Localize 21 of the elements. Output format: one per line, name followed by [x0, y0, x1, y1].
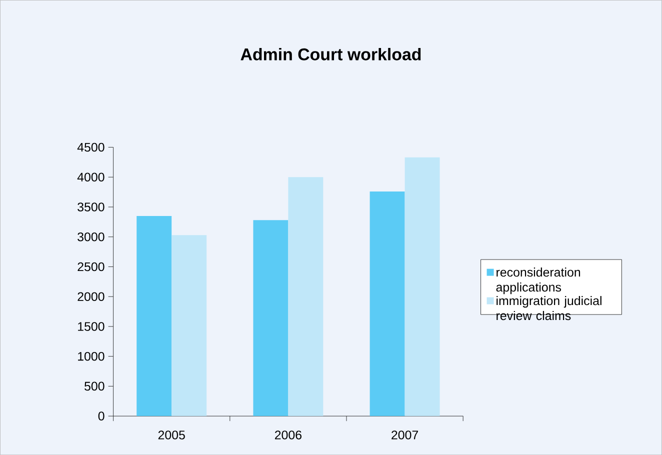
y-tick-label: 0 — [98, 412, 104, 420]
bar — [136, 216, 172, 416]
y-tick-label: 3500 — [78, 202, 104, 212]
y-tick-label: 2500 — [78, 262, 104, 272]
bar — [404, 157, 440, 416]
y-tick-label: 500 — [84, 382, 104, 391]
y-tick-label: 1500 — [78, 322, 104, 331]
bar — [370, 191, 405, 416]
chart-title: Admin Court workload — [240, 48, 421, 60]
bar — [288, 177, 324, 416]
bar — [253, 220, 288, 416]
y-tick-label: 3000 — [78, 232, 104, 242]
legend-label: immigration judicial review claims — [496, 296, 602, 320]
y-tick-label: 1000 — [78, 352, 104, 361]
x-tick-label: 2006 — [274, 430, 302, 440]
y-tick-label: 2000 — [78, 292, 104, 301]
y-tick-label: 4500 — [77, 142, 104, 152]
x-tick-label: 2007 — [392, 430, 418, 440]
bar — [172, 235, 207, 416]
x-tick-label: 2005 — [158, 430, 185, 440]
y-tick-label: 4000 — [77, 172, 104, 182]
